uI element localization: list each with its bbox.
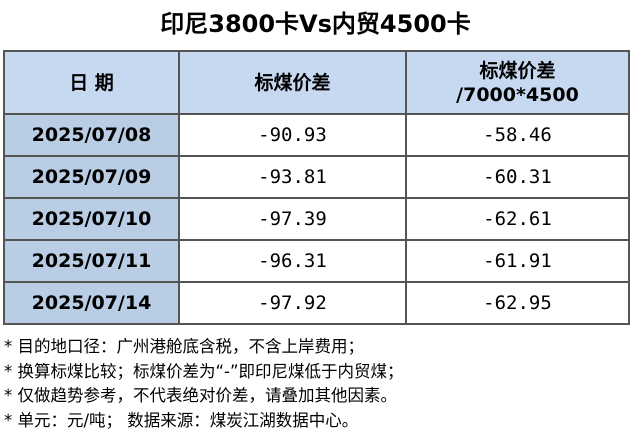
header-cell: 标煤价差 /7000*4500: [405, 50, 630, 115]
table-body: 日 期标煤价差 标煤价差 /7000*4500 2025/07/08 -90.93 -5…: [3, 50, 630, 325]
data-row: 2025/07/10 -97.39 -62.61: [3, 197, 630, 241]
data-row: 2025/07/08 -90.93 -58.46: [3, 113, 630, 157]
title: 印尼3800卡Vs内贸4500卡: [160, 10, 471, 38]
note-line: * 单元：元/吨； 数据来源：煤炭江湖数据中心。: [4, 410, 359, 430]
value-cell: -90.93: [178, 113, 407, 157]
date-cell: 2025/07/10: [3, 197, 180, 241]
value-cell: -62.95: [405, 281, 630, 325]
header-row: 日 期标煤价差 标煤价差 /7000*4500: [3, 50, 630, 115]
note-line: * 仅做趋势参考，不代表绝对价差，请叠加其他因素。: [4, 386, 397, 405]
header-cell: 日 期: [3, 50, 180, 115]
value-cell: -62.61: [405, 197, 630, 241]
note-line: * 目的地口径：广州港舱底含税，不含上岸费用；: [4, 337, 364, 356]
data-row: 2025/07/11 -96.31 -61.91: [3, 239, 630, 283]
note-line: * 换算标煤比较；标煤价差为“-”即印尼煤低于内贸煤；: [4, 361, 404, 381]
value-cell: -93.81: [178, 155, 407, 199]
date-cell: 2025/07/14: [3, 281, 180, 325]
notes: * 目的地口径：广州港舱底含税，不含上岸费用； * 换算标煤比较；标煤价差为“-”…: [4, 335, 404, 433]
value-cell: -61.91: [405, 239, 630, 283]
value-cell: -97.92: [178, 281, 407, 325]
value-cell: -60.31: [405, 155, 630, 199]
value-cell: -97.39: [178, 197, 407, 241]
header-cell: 标煤价差: [178, 50, 407, 115]
price-table: 日 期标煤价差 标煤价差 /7000*4500 2025/07/08 -90.93 -5…: [3, 50, 630, 325]
value-cell: -58.46: [405, 113, 630, 157]
date-cell: 2025/07/08: [3, 113, 180, 157]
date-cell: 2025/07/11: [3, 239, 180, 283]
date-cell: 2025/07/09: [3, 155, 180, 199]
data-row: 2025/07/14 -97.92 -62.95: [3, 281, 630, 325]
data-row: 2025/07/09 -93.81 -60.31: [3, 155, 630, 199]
value-cell: -96.31: [178, 239, 407, 283]
